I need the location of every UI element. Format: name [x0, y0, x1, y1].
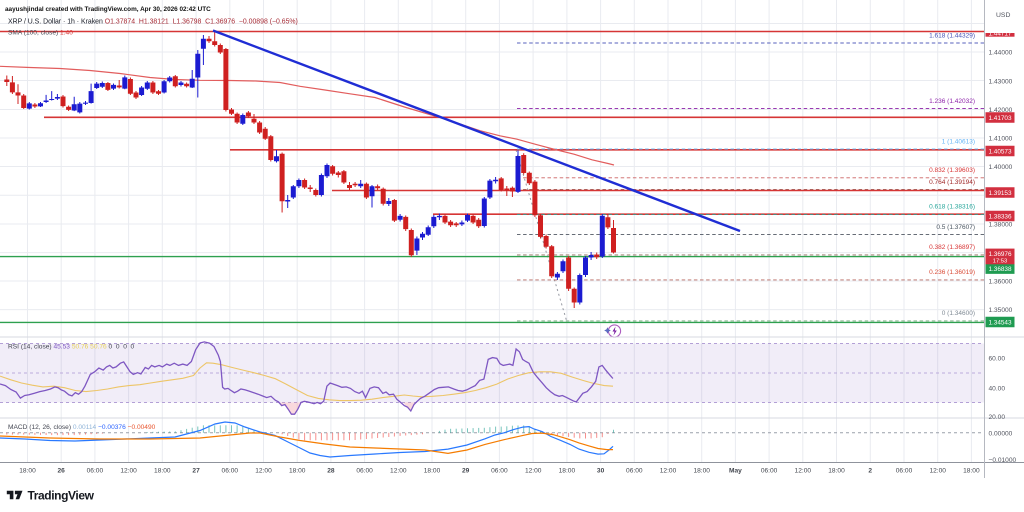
svg-text:1.236 (1.42032): 1.236 (1.42032)	[929, 98, 975, 105]
svg-text:0.764 (1.39194): 0.764 (1.39194)	[929, 179, 975, 186]
svg-text:RSI (14, close) 45.53 50.76 50: RSI (14, close) 45.53 50.76 50.76 0 0 0 …	[8, 344, 135, 351]
svg-text:0.5 (1.37607): 0.5 (1.37607)	[936, 224, 975, 231]
svg-text:17:53: 17:53	[993, 259, 1008, 265]
svg-text:1.43000: 1.43000	[989, 78, 1013, 85]
svg-text:12:00: 12:00	[929, 468, 946, 475]
svg-text:1.36000: 1.36000	[989, 278, 1013, 285]
svg-text:12:00: 12:00	[525, 468, 542, 475]
svg-text:USD: USD	[996, 12, 1010, 19]
svg-text:1.38336: 1.38336	[988, 213, 1012, 220]
svg-text:0 (1.34600): 0 (1.34600)	[942, 310, 975, 317]
svg-text:06:00: 06:00	[491, 468, 508, 475]
svg-text:12:00: 12:00	[120, 468, 137, 475]
svg-text:18:00: 18:00	[559, 468, 576, 475]
svg-text:06:00: 06:00	[356, 468, 373, 475]
svg-text:0.832 (1.39603): 0.832 (1.39603)	[929, 167, 975, 174]
svg-text:1 (1.40613): 1 (1.40613)	[942, 138, 975, 145]
svg-text:18:00: 18:00	[828, 468, 845, 475]
svg-text:0.618 (1.38316): 0.618 (1.38316)	[929, 204, 975, 211]
svg-text:20.00: 20.00	[989, 414, 1006, 421]
svg-text:1.36838: 1.36838	[988, 266, 1012, 273]
svg-text:0.00000: 0.00000	[989, 430, 1013, 437]
svg-text:06:00: 06:00	[761, 468, 778, 475]
svg-text:06:00: 06:00	[626, 468, 643, 475]
svg-text:18:00: 18:00	[154, 468, 171, 475]
svg-text:1.40573: 1.40573	[988, 148, 1012, 155]
svg-text:aayushjindal created with Trad: aayushjindal created with TradingView.co…	[5, 6, 211, 13]
svg-text:06:00: 06:00	[896, 468, 913, 475]
svg-text:1.40000: 1.40000	[989, 164, 1013, 171]
svg-text:27: 27	[192, 468, 200, 475]
svg-text:0.382 (1.36897): 0.382 (1.36897)	[929, 244, 975, 251]
svg-text:18:00: 18:00	[289, 468, 306, 475]
svg-text:06:00: 06:00	[87, 468, 104, 475]
svg-text:06:00: 06:00	[222, 468, 239, 475]
svg-text:1.39153: 1.39153	[988, 190, 1012, 197]
svg-text:26: 26	[58, 468, 66, 475]
svg-text:18:00: 18:00	[424, 468, 441, 475]
svg-text:−0.01000: −0.01000	[989, 457, 1017, 464]
svg-text:1.618 (1.44329): 1.618 (1.44329)	[929, 32, 975, 39]
svg-text:1.41000: 1.41000	[989, 135, 1013, 142]
svg-text:28: 28	[327, 468, 335, 475]
svg-text:1.44717: 1.44717	[988, 30, 1012, 37]
svg-text:18:00: 18:00	[693, 468, 710, 475]
svg-text:TradingView: TradingView	[28, 489, 95, 503]
svg-text:18:00: 18:00	[19, 468, 36, 475]
svg-text:1.41703: 1.41703	[988, 115, 1012, 122]
svg-text:1.42000: 1.42000	[989, 107, 1013, 114]
svg-text:30: 30	[597, 468, 605, 475]
svg-text:12:00: 12:00	[660, 468, 677, 475]
svg-text:12:00: 12:00	[795, 468, 812, 475]
svg-text:May: May	[729, 468, 742, 475]
svg-text:MACD (12, 26, close) 0.00114 −: MACD (12, 26, close) 0.00114 −0.00376 −0…	[8, 424, 156, 431]
svg-text:12:00: 12:00	[255, 468, 272, 475]
svg-text:60.00: 60.00	[989, 356, 1006, 363]
svg-text:2: 2	[868, 468, 872, 475]
svg-text:XRP / U.S. Dollar · 1h · Krake: XRP / U.S. Dollar · 1h · Kraken O1.37874…	[8, 19, 298, 26]
svg-text:SMA (100, close) 1.40: SMA (100, close) 1.40	[8, 29, 73, 36]
svg-text:1.34543: 1.34543	[988, 319, 1012, 326]
svg-text:0.236 (1.36019): 0.236 (1.36019)	[929, 269, 975, 276]
svg-text:1.35000: 1.35000	[989, 307, 1013, 314]
svg-text:40.00: 40.00	[989, 385, 1006, 392]
svg-text:12:00: 12:00	[390, 468, 407, 475]
svg-text:1.44000: 1.44000	[989, 49, 1013, 56]
svg-text:18:00: 18:00	[963, 468, 980, 475]
svg-text:29: 29	[462, 468, 470, 475]
svg-text:1.36976: 1.36976	[988, 251, 1012, 258]
svg-text:1.38000: 1.38000	[989, 221, 1013, 228]
